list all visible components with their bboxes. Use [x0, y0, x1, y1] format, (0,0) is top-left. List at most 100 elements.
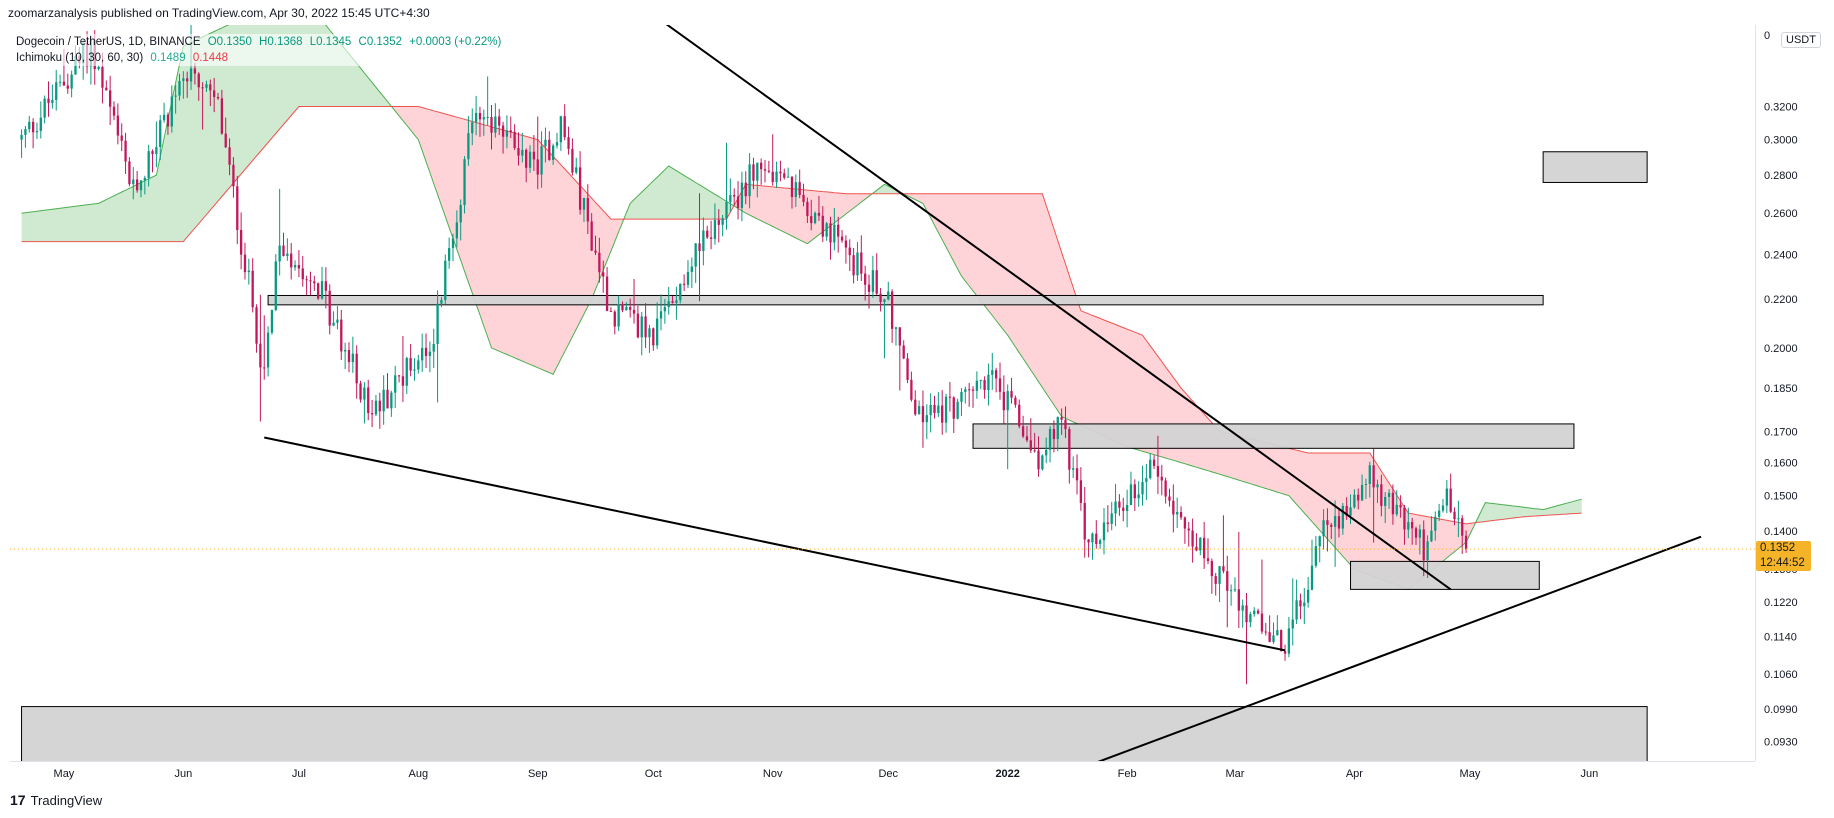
candle [1052, 420, 1056, 453]
candle [548, 131, 551, 161]
time-axis[interactable]: May Jun Jul Aug Sep Oct Nov Dec 2022 Feb Mar Apr May… [10, 761, 1755, 784]
chart-area[interactable] [10, 25, 1755, 761]
trendline [1097, 535, 1702, 761]
candle [401, 336, 405, 402]
candle [906, 353, 909, 384]
candle [498, 108, 501, 136]
candle-body [162, 114, 166, 121]
candle [702, 217, 705, 266]
candle [555, 132, 559, 149]
publish-header: zoomarzanalysis published on TradingView… [8, 6, 430, 20]
candle [363, 382, 366, 424]
candle-body [1330, 524, 1333, 527]
candle [1384, 492, 1387, 524]
candle-body [555, 142, 559, 146]
candle-body [1411, 521, 1414, 529]
candle-body [1206, 558, 1210, 562]
candle [1368, 461, 1371, 498]
tradingview-logo-icon[interactable]: 17 [10, 792, 26, 808]
legend-close: C0.1352 [358, 36, 402, 48]
candle [621, 301, 624, 313]
candle-body [1380, 484, 1383, 506]
price-axis[interactable]: 0.3200 0.3000 0.2800 0.2600 0.2400 0.2200 0.20… [1755, 25, 1834, 761]
candle [1072, 456, 1075, 479]
candle [733, 188, 736, 206]
candle [578, 151, 582, 215]
candle-body [1345, 505, 1348, 516]
candle [971, 386, 975, 408]
candle-body [39, 117, 42, 131]
candle [752, 157, 755, 190]
candle [1210, 558, 1214, 594]
candle-body [794, 182, 797, 198]
candle-body [775, 171, 778, 183]
candle-body [852, 255, 855, 276]
candle [486, 76, 489, 126]
candle [43, 95, 46, 124]
candle [1357, 488, 1360, 510]
candle [679, 283, 682, 304]
candle [790, 176, 794, 209]
candle [1102, 508, 1106, 555]
currency-badge[interactable]: USDT [1781, 32, 1821, 48]
candle [320, 266, 324, 300]
candle-body [143, 177, 146, 181]
candle-body [1276, 630, 1279, 636]
candle-body [135, 179, 139, 191]
cloud-bearish-segment [730, 184, 869, 244]
candle-body [128, 161, 131, 185]
candle-body [455, 222, 458, 239]
cloud-bullish-segment [21, 25, 392, 242]
candle-body [274, 261, 277, 311]
candle-body [625, 307, 628, 311]
candle [806, 197, 809, 224]
candle [58, 74, 62, 87]
candle [1176, 497, 1179, 528]
candle [848, 239, 851, 272]
candle [744, 171, 747, 205]
candle [290, 243, 293, 280]
candle [494, 103, 497, 138]
legend-ichimoku-label[interactable]: Ichimoku (10, 30, 60, 30) [16, 52, 144, 64]
candle-body [1264, 631, 1267, 633]
candle-body [58, 81, 62, 83]
price-chart[interactable] [10, 25, 1755, 761]
candle [1434, 511, 1437, 541]
candle-body [613, 311, 616, 327]
candle-body [251, 270, 254, 308]
candle [567, 126, 570, 155]
candle-body [367, 387, 370, 414]
candle [709, 220, 713, 250]
candle [1129, 471, 1133, 506]
candle-body [290, 253, 293, 268]
legend-symbol[interactable]: Dogecoin / TetherUS, 1D, BINANCE [16, 36, 201, 48]
candle-body [1441, 505, 1445, 511]
candle-body [1430, 530, 1433, 542]
candle-body [1037, 450, 1040, 470]
candle-body [386, 389, 389, 409]
legend-ichimoku-value-1: 0.1489 [150, 52, 186, 64]
price-tick-label: 0.1060 [1764, 669, 1798, 681]
candle-body [914, 399, 917, 415]
candle-body [1010, 391, 1013, 398]
candle [1122, 497, 1125, 522]
candle-body [447, 248, 451, 261]
candle-body [1110, 513, 1113, 524]
candle-body [1187, 528, 1190, 531]
last-price-label: 0.1352 12:44:52 [1756, 541, 1811, 572]
candle-body [120, 135, 123, 141]
candle-body [1210, 561, 1214, 577]
candle [725, 142, 728, 230]
candle-body [1064, 419, 1067, 430]
candle-body [1106, 522, 1110, 524]
candle-body [328, 290, 331, 326]
candle-body [813, 212, 817, 224]
candle [1021, 415, 1025, 438]
candle [706, 225, 709, 239]
candle [852, 247, 855, 284]
candle-body [1326, 520, 1329, 525]
candle [1337, 509, 1341, 538]
candle-body [1453, 511, 1456, 520]
candle [1183, 516, 1187, 544]
tradingview-brand[interactable]: TradingView [30, 792, 103, 808]
